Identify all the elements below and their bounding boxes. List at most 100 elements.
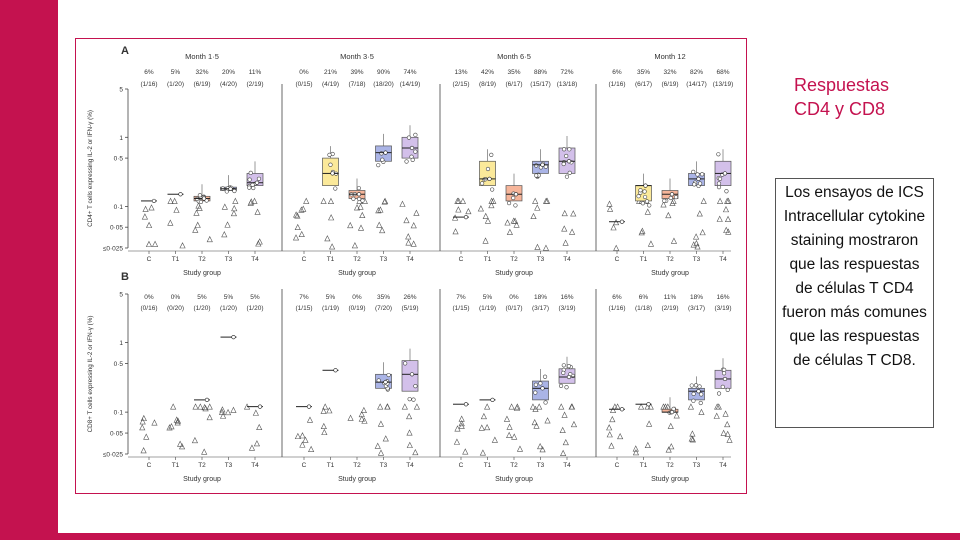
non-responder-point — [647, 403, 654, 410]
non-responder-point — [534, 204, 541, 211]
non-responder-point — [377, 403, 384, 410]
non-responder-point — [561, 225, 568, 232]
non-responder-point — [151, 240, 159, 247]
non-responder-point — [410, 222, 417, 229]
x-tick-label: C — [615, 256, 620, 263]
responder-point — [379, 151, 384, 156]
non-responder-point — [140, 447, 147, 454]
non-responder-point — [292, 234, 300, 241]
non-responder-point — [665, 446, 672, 453]
response-fraction: (1/18) — [635, 305, 652, 312]
non-responder-point — [506, 431, 513, 438]
non-responder-point — [458, 415, 465, 422]
x-tick-label: T2 — [198, 462, 206, 469]
response-percent: 42% — [481, 69, 494, 76]
non-responder-point — [192, 226, 199, 233]
non-responder-point — [170, 403, 177, 410]
non-responder-point — [320, 422, 327, 430]
non-responder-point — [544, 417, 551, 424]
non-responder-point — [688, 435, 695, 442]
non-responder-point — [167, 197, 174, 204]
responder-point — [534, 173, 539, 178]
x-tick-label: T1 — [327, 462, 335, 469]
response-percent: 0% — [144, 294, 154, 301]
non-responder-point — [609, 406, 617, 413]
non-responder-point — [299, 441, 306, 448]
non-responder-point — [455, 206, 462, 213]
response-fraction: (3/19) — [559, 305, 576, 312]
responder-point — [646, 402, 651, 407]
non-responder-point — [482, 237, 489, 244]
response-percent: 5% — [171, 69, 181, 76]
response-percent: 18% — [534, 294, 547, 301]
non-responder-point — [219, 406, 226, 413]
non-responder-point — [221, 231, 228, 238]
x-tick-label: C — [459, 256, 464, 263]
x-tick-label: T1 — [484, 462, 492, 469]
response-fraction: (3/17) — [688, 305, 705, 312]
x-tick-label: T3 — [537, 462, 545, 469]
non-responder-point — [231, 204, 238, 212]
non-responder-point — [382, 197, 389, 204]
non-responder-point — [201, 403, 208, 411]
non-responder-point — [302, 436, 309, 443]
y-tick-label: 0·1 — [114, 410, 124, 417]
non-responder-point — [506, 423, 513, 430]
y-axis-label: CD4+ T cells expressing IL-2 or IFN-γ (%… — [87, 110, 94, 227]
non-responder-point — [294, 223, 301, 230]
non-responder-point — [248, 444, 256, 451]
responder-point — [197, 193, 202, 198]
non-responder-point — [193, 209, 200, 216]
non-responder-point — [196, 204, 203, 211]
non-responder-point — [253, 440, 261, 447]
x-tick-label: T3 — [693, 462, 701, 469]
non-responder-point — [252, 409, 259, 416]
non-responder-point — [202, 405, 209, 412]
responder-point — [542, 374, 548, 379]
responder-point — [533, 382, 538, 387]
non-responder-point — [145, 240, 153, 247]
timepoint-header: Month 6·5 — [497, 52, 531, 61]
response-percent: 6% — [612, 69, 622, 76]
response-fraction: (13/18) — [557, 81, 578, 88]
non-responder-point — [171, 197, 178, 204]
responder-point — [561, 161, 566, 167]
responder-point — [231, 334, 236, 340]
non-responder-point — [503, 415, 511, 422]
responder-point — [642, 194, 648, 200]
responder-point — [256, 176, 262, 181]
responder-point — [567, 147, 572, 152]
response-percent: 16% — [716, 294, 729, 301]
non-responder-point — [458, 419, 465, 427]
y-tick-label: 5 — [119, 87, 123, 94]
non-responder-point — [173, 416, 180, 423]
responder-point — [561, 147, 567, 152]
non-responder-point — [478, 424, 485, 431]
non-responder-point — [192, 403, 199, 410]
x-axis-label: Study group — [338, 476, 376, 483]
response-fraction: (1/15) — [453, 305, 470, 312]
response-percent: 26% — [403, 294, 416, 301]
non-responder-point — [506, 228, 513, 235]
non-responder-point — [230, 209, 238, 217]
y-tick-label: 0·5 — [114, 156, 124, 163]
response-fraction: (1/16) — [609, 81, 626, 88]
slide-title-line2: CD4 y CD8 — [794, 99, 886, 119]
non-responder-point — [724, 430, 731, 437]
response-percent: 0% — [352, 294, 362, 301]
non-responder-point — [357, 224, 365, 231]
non-responder-point — [569, 403, 576, 410]
non-responder-point — [298, 230, 305, 238]
non-responder-point — [410, 240, 417, 247]
non-responder-point — [327, 197, 335, 204]
non-responder-point — [480, 412, 487, 420]
non-responder-point — [482, 212, 489, 219]
responder-point — [543, 400, 548, 405]
responder-point — [328, 162, 333, 167]
non-responder-point — [724, 420, 731, 428]
non-responder-point — [191, 436, 199, 444]
response-percent: 35% — [637, 69, 650, 76]
non-responder-point — [609, 415, 616, 423]
x-tick-label: C — [459, 462, 464, 469]
non-responder-point — [384, 403, 391, 410]
